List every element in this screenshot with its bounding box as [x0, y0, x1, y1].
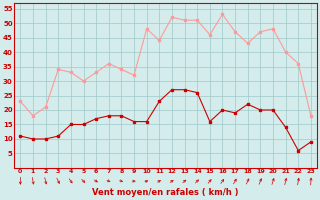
- X-axis label: Vent moyen/en rafales ( km/h ): Vent moyen/en rafales ( km/h ): [92, 188, 239, 197]
